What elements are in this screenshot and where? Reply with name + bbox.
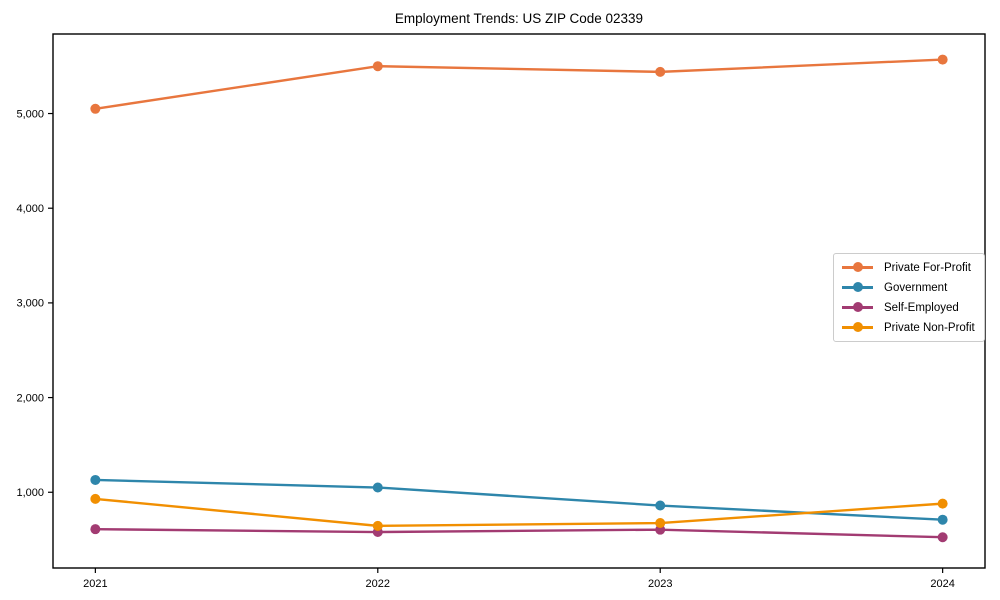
legend-marker-icon (842, 262, 873, 273)
data-point-marker (655, 518, 666, 529)
legend-item: Self-Employed (842, 299, 976, 316)
legend-dot-icon (852, 302, 863, 313)
legend-marker-icon (842, 322, 873, 333)
data-point-marker (90, 493, 101, 504)
chart-legend: Private For-Profit Government Self-Employe… (833, 253, 985, 342)
data-point-marker (655, 500, 666, 511)
legend-marker-icon (842, 282, 873, 293)
legend-item-label: Self-Employed (884, 301, 959, 314)
x-tick-label: 2022 (366, 578, 390, 590)
legend-item-label: Private For-Profit (884, 261, 971, 274)
legend-dot-icon (852, 262, 863, 273)
data-point-marker (90, 524, 101, 535)
data-point-marker (372, 61, 383, 72)
y-tick-label: 5,000 (16, 108, 44, 120)
series-line (95, 58, 943, 110)
y-tick-label: 2,000 (16, 392, 44, 404)
legend-item: Private Non-Profit (842, 319, 976, 336)
data-point-marker (937, 498, 948, 509)
x-tick-label: 2024 (930, 578, 954, 590)
data-point-marker (90, 474, 101, 485)
y-tick-label: 4,000 (16, 203, 44, 215)
series-line (95, 527, 943, 539)
data-point-marker (937, 514, 948, 525)
data-point-marker (90, 103, 101, 114)
legend-dot-icon (852, 322, 863, 333)
legend-dot-icon (852, 282, 863, 293)
series-line (95, 497, 943, 528)
data-point-marker (372, 482, 383, 493)
x-tick-label: 2023 (648, 578, 672, 590)
chart-title: Employment Trends: US ZIP Code 02339 (394, 11, 644, 26)
legend-item-label: Government (884, 281, 948, 294)
axes-box (52, 33, 986, 569)
legend-item: Private For-Profit (842, 259, 976, 276)
data-point-marker (372, 520, 383, 531)
data-point-marker (937, 532, 948, 543)
legend-marker-icon (842, 302, 873, 313)
data-point-marker (937, 54, 948, 65)
x-tick-label: 2021 (83, 578, 107, 590)
data-point-marker (655, 66, 666, 77)
series-line (95, 478, 943, 521)
y-tick-label: 3,000 (16, 298, 44, 310)
legend-item: Government (842, 279, 976, 296)
y-tick-label: 1,000 (16, 487, 44, 499)
legend-item-label: Private Non-Profit (884, 321, 975, 334)
